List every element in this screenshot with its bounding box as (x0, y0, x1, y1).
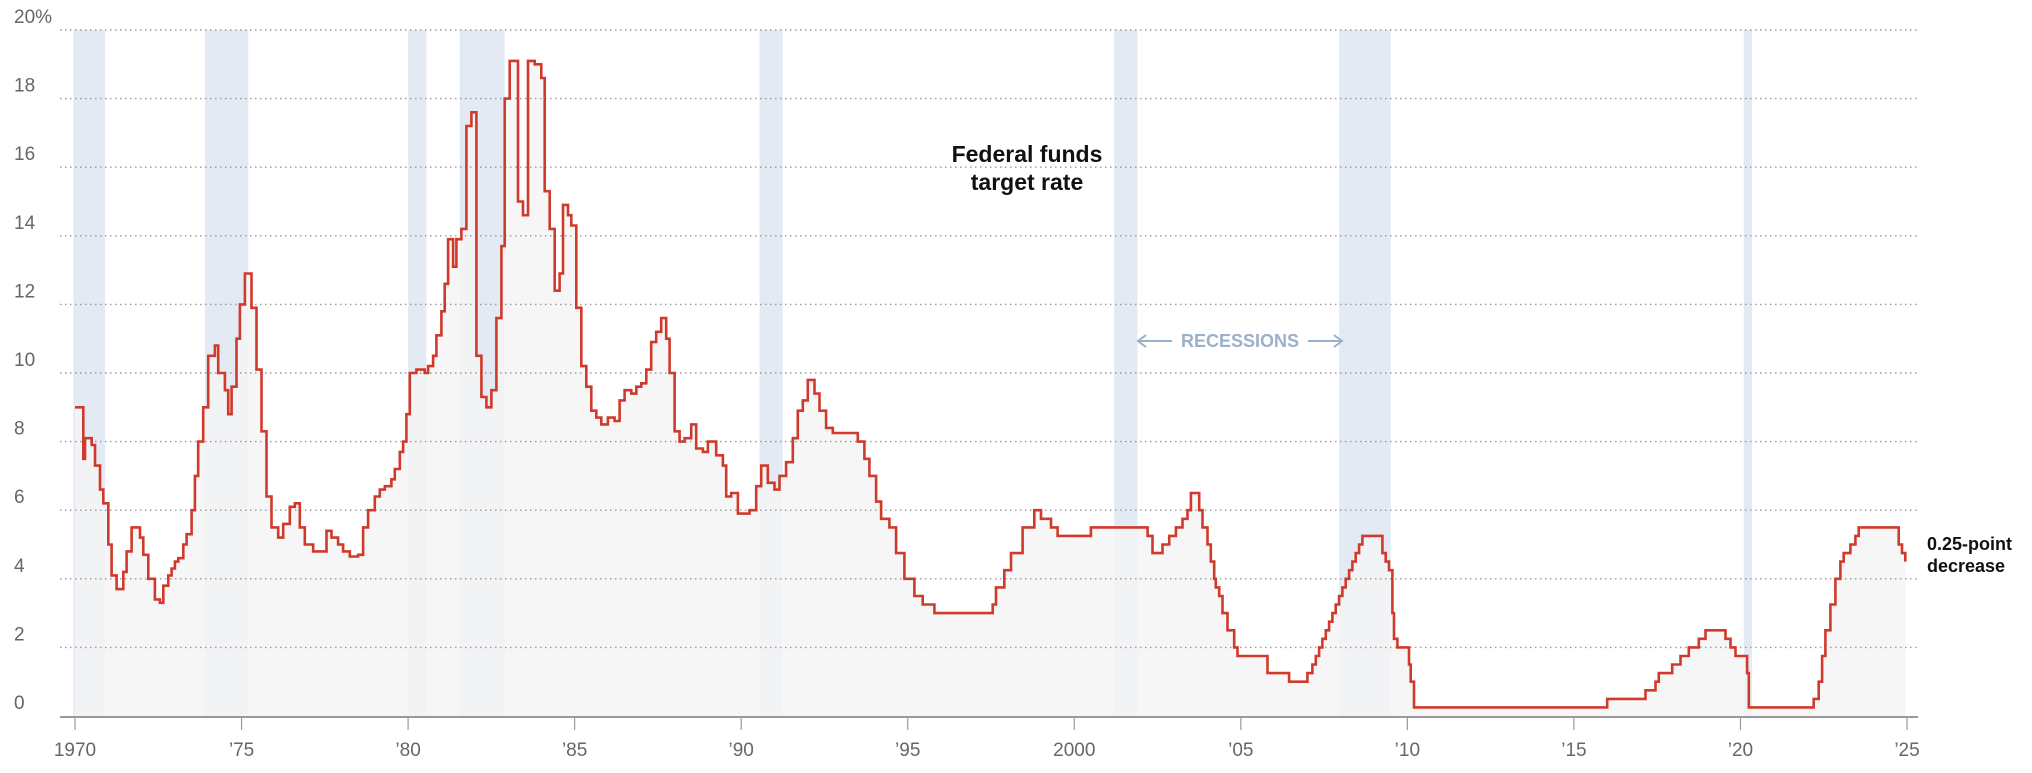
recessions-legend: RECESSIONS (1136, 331, 1344, 351)
y-tick-label: 14 (14, 213, 36, 234)
x-tick-label: ’25 (1894, 740, 1919, 761)
rate-line-path (75, 59, 1907, 709)
y-tick-label: 16 (14, 144, 35, 165)
annotation-line-2: decrease (1927, 556, 2005, 576)
x-tick-label: ’85 (562, 740, 587, 761)
x-tick-label: ’10 (1395, 740, 1420, 761)
rate-line (75, 59, 1907, 709)
recessions-label: RECESSIONS (1181, 331, 1299, 351)
y-tick-label: 20% (14, 7, 52, 28)
y-tick-label: 12 (14, 281, 35, 302)
y-tick-label: 6 (14, 487, 25, 508)
recession-band (1743, 30, 1753, 716)
area-fill-path (75, 60, 1906, 716)
left-arrowhead-icon (1136, 334, 1147, 348)
y-tick-label: 10 (14, 350, 35, 371)
y-axis-labels: 0 2 4 6 8 10 12 14 16 18 20% (14, 7, 52, 714)
area-fill (75, 60, 1906, 716)
chart-title-line-2: target rate (971, 169, 1083, 195)
y-tick-label: 2 (14, 624, 25, 645)
right-arrowhead-icon (1333, 334, 1344, 348)
x-tick-label: ’75 (229, 740, 254, 761)
x-axis-labels: 1970 ’75 ’80 ’85 ’90 ’95 2000 ’05 ’10 ’15 ’20 ’25 (54, 740, 1920, 761)
x-tick-label: ’80 (395, 740, 420, 761)
chart-title-line-1: Federal funds (952, 141, 1103, 167)
x-tick-label: ’95 (895, 740, 920, 761)
x-axis (60, 716, 1918, 730)
y-tick-label: 0 (14, 693, 25, 714)
x-tick-label: ’90 (729, 740, 754, 761)
x-tick-label: 2000 (1053, 740, 1095, 761)
annotation-line-1: 0.25-point (1927, 534, 2012, 554)
x-tick-label: ’15 (1561, 740, 1586, 761)
x-tick-label: ’05 (1228, 740, 1253, 761)
x-tick-label: ’20 (1728, 740, 1753, 761)
x-tick-label: 1970 (54, 740, 96, 761)
y-tick-label: 18 (14, 76, 35, 97)
y-tick-label: 8 (14, 419, 25, 440)
y-tick-label: 4 (14, 556, 25, 577)
